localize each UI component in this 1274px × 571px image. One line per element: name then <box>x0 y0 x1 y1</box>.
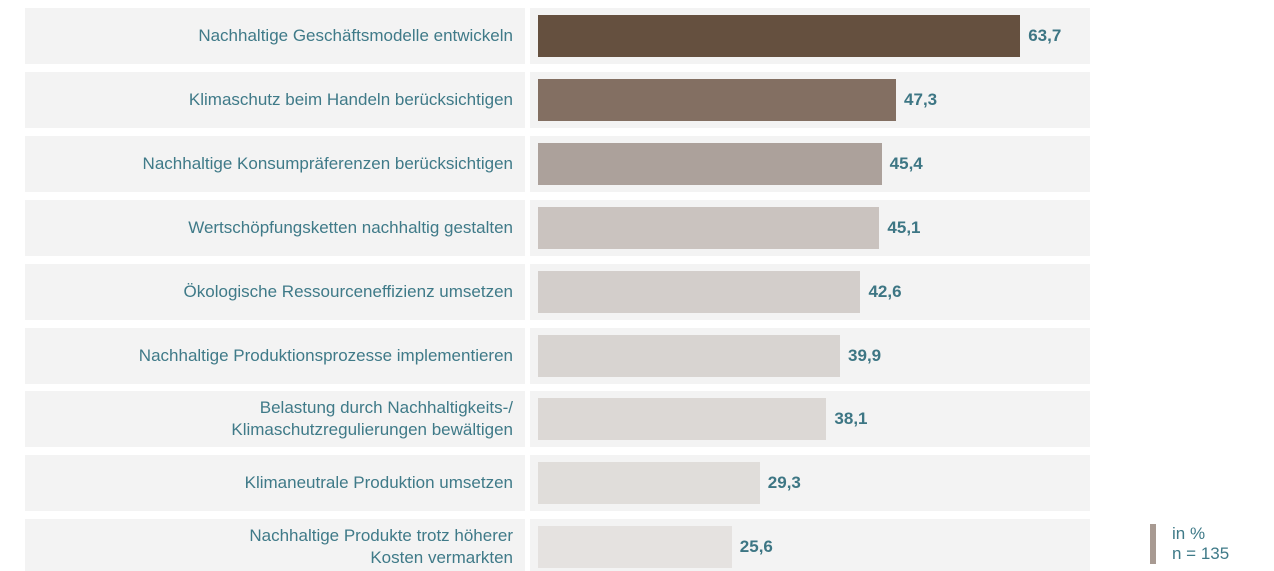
bar <box>538 526 732 569</box>
value-label: 25,6 <box>739 537 773 557</box>
value-label: 45,4 <box>889 153 923 173</box>
row-bg <box>25 8 525 64</box>
bar <box>538 462 760 505</box>
category-label: Klimaschutz beim Handeln berücksichtigen <box>188 89 513 109</box>
bar <box>538 398 827 441</box>
category-label: Nachhaltige Konsumpräferenzen berücksich… <box>142 153 513 173</box>
row-bg <box>25 135 525 192</box>
row-bg <box>25 455 525 512</box>
value-label: 38,1 <box>834 409 868 429</box>
row-bg <box>25 71 525 128</box>
category-label: Ökologische Ressourceneffizienz umsetzen <box>183 281 513 301</box>
note-line: in % <box>1172 524 1206 543</box>
value-label: 39,9 <box>848 345 882 365</box>
value-label: 45,1 <box>887 217 921 237</box>
row-bg <box>25 263 525 320</box>
row-bg <box>25 519 525 571</box>
row-bg <box>25 199 525 256</box>
note: in % n = 135 <box>1150 524 1229 564</box>
bar <box>538 142 882 185</box>
category-label: Nachhaltige Produktionsprozesse implemen… <box>138 345 513 365</box>
value-label: 42,6 <box>868 281 902 301</box>
value-label: 47,3 <box>904 89 938 109</box>
category-label: Belastung durch Nachhaltigkeits-/ Klimas… <box>231 398 513 440</box>
bar <box>538 15 1021 57</box>
note-line: n = 135 <box>1172 544 1230 563</box>
bar <box>538 270 861 313</box>
row-bg <box>25 327 525 384</box>
category-label: Wertschöpfungsketten nachhaltig gestalte… <box>188 217 513 237</box>
category-label: Klimaneutrale Produktion umsetzen <box>244 473 513 493</box>
bar <box>538 334 841 377</box>
value-label: 63,7 <box>1028 26 1062 45</box>
category-label: Nachhaltige Geschäftsmodelle entwickeln <box>198 26 513 45</box>
bar <box>538 78 897 121</box>
value-label: 29,3 <box>767 473 801 493</box>
bar <box>538 206 880 249</box>
category-label: Nachhaltige Produkte trotz höherer Koste… <box>249 526 513 568</box>
row-bg <box>25 391 525 448</box>
